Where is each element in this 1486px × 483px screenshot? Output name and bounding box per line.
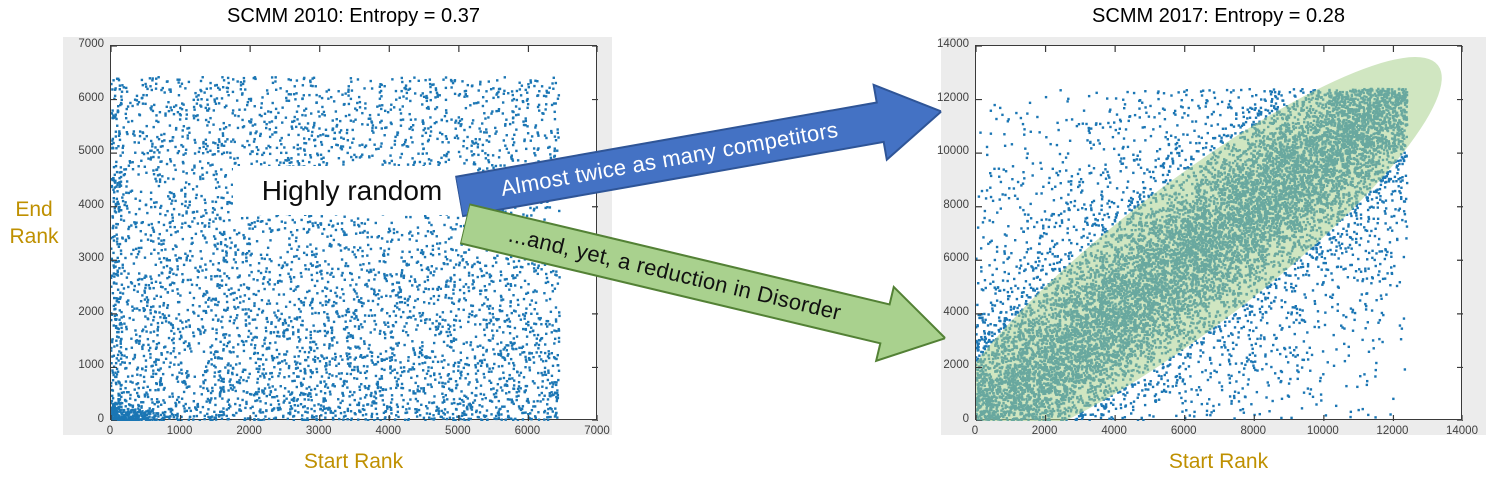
xlabel-2017: Start Rank bbox=[1168, 450, 1269, 473]
y-tick-label: 10000 bbox=[937, 145, 969, 158]
y-tick-label: 6000 bbox=[943, 252, 969, 265]
green-arrow-shape bbox=[458, 203, 948, 363]
y-tick-label: 7000 bbox=[78, 38, 104, 50]
y-tick-label: 3000 bbox=[78, 252, 104, 265]
chart-title-2017: SCMM 2017: Entropy = 0.28 bbox=[1092, 5, 1345, 27]
y-tick-label: 6000 bbox=[78, 91, 104, 104]
y-tick-label: 14000 bbox=[937, 38, 969, 50]
y-tick-label: 0 bbox=[962, 413, 969, 425]
xlabel-2010: Start Rank bbox=[303, 450, 404, 473]
y-tick-label: 0 bbox=[97, 413, 104, 425]
green-arrow-polygon bbox=[458, 203, 948, 363]
green-arrow: ...and, yet, a reduction in Disorder bbox=[453, 175, 957, 387]
y-tick-label: 5000 bbox=[78, 145, 104, 158]
x-tick-label: 0 bbox=[971, 425, 979, 437]
x-tick-label: 6000 bbox=[514, 425, 541, 437]
x-tick-label: 4000 bbox=[375, 425, 402, 437]
y-tick-label: 2000 bbox=[78, 305, 104, 318]
y-tick-label: 1000 bbox=[78, 359, 104, 372]
y-tick-label: 2000 bbox=[943, 359, 969, 372]
x-tick-label: 5000 bbox=[445, 425, 471, 437]
x-tick-label: 1000 bbox=[166, 425, 193, 437]
x-tick-label: 14000 bbox=[1446, 425, 1478, 437]
scatter-canvas-2017 bbox=[976, 46, 1463, 421]
highly-random-label: Highly random bbox=[233, 166, 471, 215]
x-tick-label: 2000 bbox=[1031, 425, 1058, 437]
chart-title-2010: SCMM 2010: Entropy = 0.37 bbox=[227, 5, 480, 27]
ylabel-line1: End bbox=[15, 198, 53, 221]
ylabel-2010: End Rank bbox=[2, 196, 66, 250]
blue-arrow-polygon bbox=[454, 83, 944, 218]
plot-area-2017 bbox=[975, 45, 1463, 421]
x-tick-label: 12000 bbox=[1376, 425, 1409, 437]
blue-arrow: Almost twice as many competitors bbox=[450, 64, 949, 244]
x-tick-label: 2000 bbox=[236, 425, 262, 437]
x-tick-label: 10000 bbox=[1306, 425, 1339, 437]
x-tick-label: 4000 bbox=[1101, 425, 1127, 437]
x-tick-label: 0 bbox=[106, 425, 114, 437]
x-tick-label: 8000 bbox=[1240, 425, 1267, 437]
y-tick-label: 4000 bbox=[943, 305, 969, 318]
ylabel-line2: Rank bbox=[9, 225, 59, 248]
blue-arrow-shape bbox=[454, 83, 944, 218]
y-tick-label: 8000 bbox=[943, 198, 969, 211]
x-tick-label: 7000 bbox=[584, 425, 610, 437]
x-tick-label: 6000 bbox=[1170, 425, 1197, 437]
y-tick-label: 4000 bbox=[78, 198, 104, 211]
x-tick-label: 3000 bbox=[305, 425, 332, 437]
y-tick-label: 12000 bbox=[937, 91, 969, 104]
